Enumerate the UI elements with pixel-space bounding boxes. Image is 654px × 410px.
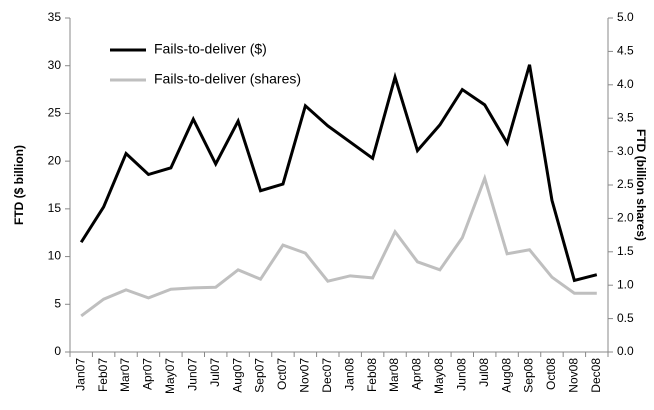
y2-tick-label: 2.5 xyxy=(617,177,634,191)
y-tick-label: 5 xyxy=(54,296,61,310)
y2-tick-label: 4.0 xyxy=(617,77,634,91)
x-tick-label: Oct07 xyxy=(275,358,289,390)
y-tick-label: 20 xyxy=(48,153,62,167)
x-tick-label: Dec07 xyxy=(320,358,334,393)
y2-tick-label: 1.0 xyxy=(617,277,634,291)
x-tick-label: Jan07 xyxy=(73,358,87,391)
x-tick-label: Sep08 xyxy=(522,358,536,393)
y2-tick-label: 3.5 xyxy=(617,110,634,124)
x-tick-label: Apr07 xyxy=(141,358,155,390)
legend-label: Fails-to-deliver ($) xyxy=(154,41,267,57)
y2-tick-label: 0.5 xyxy=(617,311,634,325)
y2-tick-label: 4.5 xyxy=(617,44,634,58)
x-tick-label: Feb07 xyxy=(96,358,110,392)
x-tick-label: Jul08 xyxy=(477,358,491,387)
x-tick-label: Jun08 xyxy=(454,358,468,391)
y-tick-label: 35 xyxy=(48,10,62,24)
x-tick-label: Nov08 xyxy=(567,358,581,393)
series-line xyxy=(80,173,597,318)
x-tick-label: Feb08 xyxy=(365,358,379,392)
legend-label: Fails-to-deliver (shares) xyxy=(154,71,301,87)
x-tick-label: Oct08 xyxy=(544,358,558,390)
x-tick-label: Jul07 xyxy=(208,358,222,387)
x-tick-label: Mar07 xyxy=(118,358,132,392)
x-tick-label: Apr08 xyxy=(410,358,424,390)
x-tick-label: Dec08 xyxy=(589,358,603,393)
y-tick-label: 10 xyxy=(48,249,62,263)
y2-tick-label: 5.0 xyxy=(617,10,634,24)
y2-tick-label: 3.0 xyxy=(617,144,634,158)
x-tick-label: Jan08 xyxy=(342,358,356,391)
y2-tick-label: 1.5 xyxy=(617,244,634,258)
x-tick-label: Mar08 xyxy=(387,358,401,392)
y-tick-label: 15 xyxy=(48,201,62,215)
x-tick-label: May08 xyxy=(432,358,446,394)
y-axis-label: FTD ($ billion) xyxy=(12,145,26,225)
x-tick-label: May07 xyxy=(163,358,177,394)
series-line xyxy=(79,64,598,283)
y-tick-label: 25 xyxy=(48,106,62,120)
x-tick-label: Aug08 xyxy=(499,358,513,393)
y2-tick-label: 0.0 xyxy=(617,344,634,358)
x-tick-label: Aug07 xyxy=(230,358,244,393)
x-tick-label: Sep07 xyxy=(253,358,267,393)
x-tick-label: Jun07 xyxy=(185,358,199,391)
y2-tick-label: 2.0 xyxy=(617,211,634,225)
y2-axis-label: FTD (billion shares) xyxy=(634,129,648,241)
y-tick-label: 30 xyxy=(48,58,62,72)
x-tick-label: Nov07 xyxy=(298,358,312,393)
y-tick-label: 0 xyxy=(54,344,61,358)
